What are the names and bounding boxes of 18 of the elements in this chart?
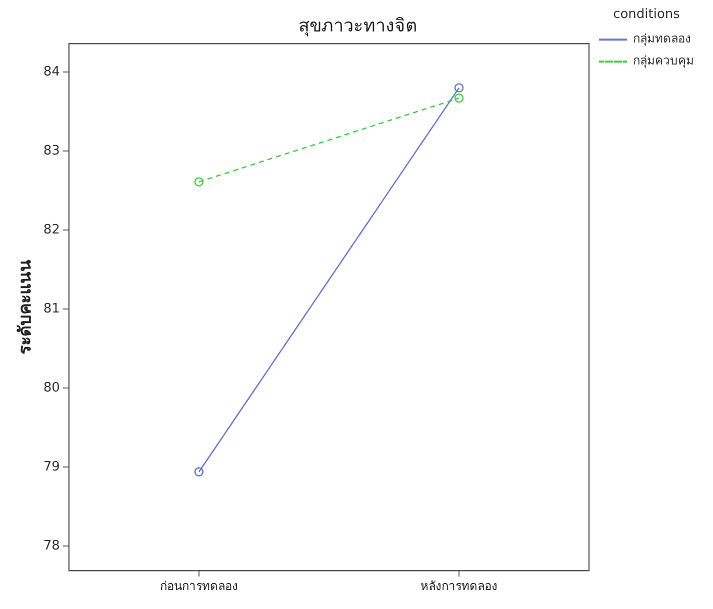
x-tick-label: ก่อนการทดลอง [160,578,238,593]
x-tick-label: หลังการทดลอง [420,578,498,593]
y-tick-label: 81 [43,301,60,316]
y-tick-label: 84 [43,64,60,80]
chart-title: สุขภาวะทางจิต [298,15,418,36]
y-tick-label: 79 [43,459,60,474]
legend-title: conditions [613,6,680,22]
legend-label: กลุ่มทดลอง [633,32,691,47]
point [194,467,204,476]
point [454,93,464,103]
y-axis-title: ระดับคะแนน [16,260,36,355]
y-tick-label: 82 [43,222,60,238]
point [194,177,204,187]
y-tick-label: 80 [43,380,60,396]
legend-label: กลุ่มควบคุม [633,54,694,69]
y-tick-label: 78 [43,538,60,554]
y-tick-label: 83 [43,143,60,158]
point [454,83,464,92]
